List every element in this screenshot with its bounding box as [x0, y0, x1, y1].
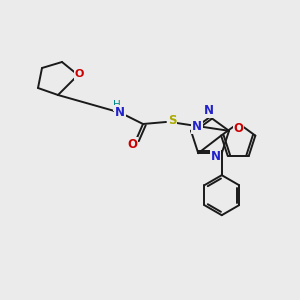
Text: O: O	[127, 137, 137, 151]
Text: H: H	[113, 100, 121, 110]
Text: N: N	[204, 104, 214, 118]
Text: N: N	[192, 120, 202, 133]
Text: N: N	[115, 106, 125, 118]
Text: N: N	[211, 150, 221, 163]
Text: O: O	[74, 69, 84, 79]
Text: O: O	[233, 122, 243, 135]
Text: S: S	[168, 115, 176, 128]
